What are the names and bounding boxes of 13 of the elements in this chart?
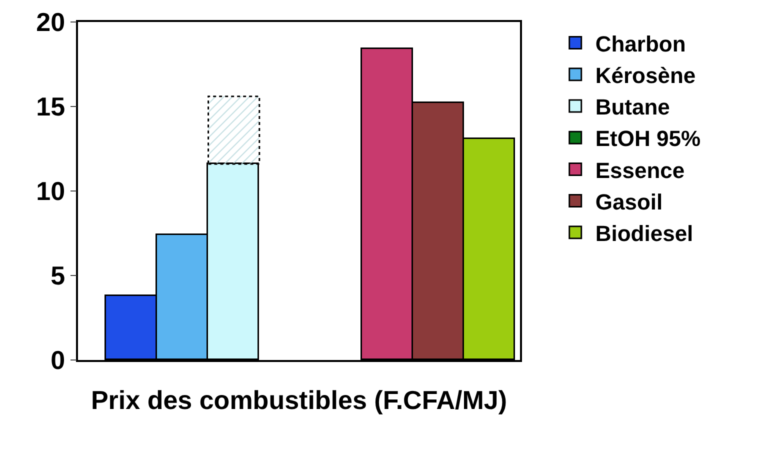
legend-label: Kérosène	[595, 62, 696, 88]
legend-label: Biodiesel	[595, 220, 694, 246]
y-tick-label: 10	[36, 176, 66, 206]
legend-label: Gasoil	[595, 189, 663, 214]
legend-label: Charbon	[595, 31, 686, 56]
legend-label: Butane	[595, 94, 670, 120]
legend-label: Essence	[595, 158, 685, 183]
legend-label: EtOH 95%	[595, 126, 701, 152]
y-tick-label: 0	[50, 345, 66, 376]
y-tick-label: 5	[50, 260, 66, 291]
x-axis-title: Prix des combustibles (F.CFA/MJ)	[90, 384, 508, 415]
y-tick-label: 20	[36, 7, 66, 38]
y-tick-label: 15	[36, 92, 66, 122]
